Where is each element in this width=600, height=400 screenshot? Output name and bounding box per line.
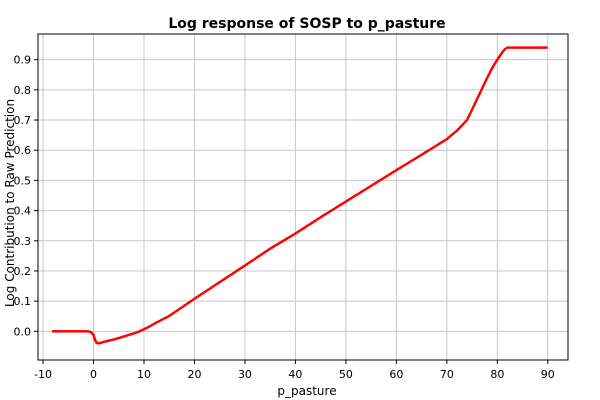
x-tick-label: 90 bbox=[541, 368, 555, 381]
y-tick-label: 0.5 bbox=[14, 174, 32, 187]
y-tick-label: 0.3 bbox=[14, 235, 32, 248]
y-tick-label: 0.7 bbox=[14, 114, 32, 127]
y-tick-label: 0.0 bbox=[14, 325, 32, 338]
y-tick-label: 0.9 bbox=[14, 54, 32, 67]
y-tick-label: 0.1 bbox=[14, 295, 32, 308]
series-point bbox=[531, 46, 534, 49]
series-point bbox=[544, 46, 548, 49]
series-point bbox=[517, 46, 520, 49]
plot-frame bbox=[37, 33, 569, 361]
y-tick-label: 0.8 bbox=[14, 84, 32, 97]
x-tick-label: 0 bbox=[90, 368, 97, 381]
series-point bbox=[511, 46, 514, 49]
series-point bbox=[538, 46, 542, 49]
y-tick-label: 0.2 bbox=[14, 265, 32, 278]
series-point bbox=[527, 46, 530, 49]
series-point bbox=[542, 46, 546, 49]
x-tick-label: 80 bbox=[490, 368, 504, 381]
series-point bbox=[537, 46, 540, 49]
series-point bbox=[519, 46, 522, 49]
grid bbox=[38, 34, 568, 360]
series-point bbox=[506, 46, 509, 49]
x-axis-ticks: -10 0 10 20 30 40 50 60 70 80 90 bbox=[34, 360, 555, 381]
series-point bbox=[513, 46, 516, 49]
series-point bbox=[503, 47, 507, 51]
series-point bbox=[533, 46, 536, 49]
x-tick-label: 70 bbox=[440, 368, 454, 381]
y-tick-label: 0.4 bbox=[14, 205, 32, 218]
series-group bbox=[51, 46, 548, 345]
x-tick-label: 10 bbox=[137, 368, 151, 381]
series-point bbox=[525, 46, 528, 49]
series-point bbox=[535, 46, 538, 49]
x-tick-label: 40 bbox=[288, 368, 302, 381]
x-axis-label: p_pasture bbox=[277, 384, 336, 398]
series-point bbox=[95, 341, 98, 345]
series-point bbox=[523, 46, 526, 49]
y-tick-label: 0.6 bbox=[14, 144, 32, 157]
series-point bbox=[529, 46, 532, 49]
series-point bbox=[87, 330, 90, 333]
series-point bbox=[508, 46, 512, 49]
y-axis-ticks: 0.0 0.1 0.2 0.3 0.4 0.5 0.6 0.7 0.8 0.9 bbox=[14, 54, 38, 338]
chart-title: Log response of SOSP to p_pasture bbox=[168, 16, 445, 32]
x-tick-label: 60 bbox=[389, 368, 403, 381]
y-axis-label: Log Contribution to Raw Prediction bbox=[3, 99, 17, 307]
x-tick-label: 30 bbox=[238, 368, 252, 381]
x-tick-label: 50 bbox=[339, 368, 353, 381]
series-point bbox=[540, 46, 544, 49]
series-point bbox=[521, 46, 524, 49]
series-point bbox=[515, 46, 518, 49]
x-tick-label: 20 bbox=[187, 368, 201, 381]
x-tick-label: -10 bbox=[34, 368, 52, 381]
